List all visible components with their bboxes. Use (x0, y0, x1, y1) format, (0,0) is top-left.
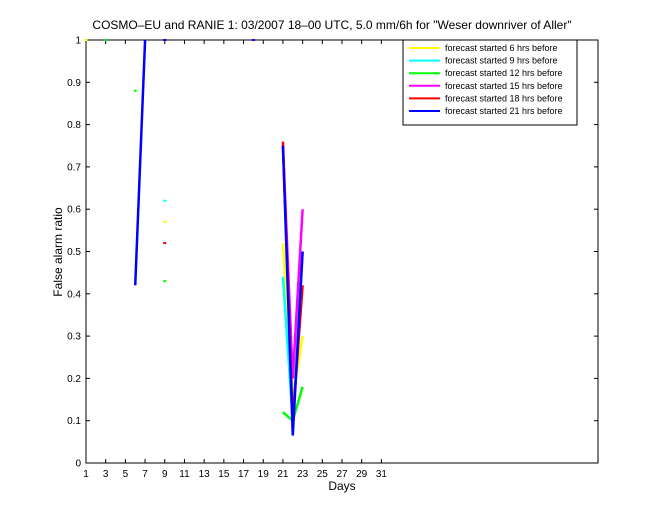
y-tick-label: 0.5 (67, 247, 81, 258)
y-tick-label: 0.8 (67, 120, 81, 131)
x-tick-label: 11 (179, 469, 190, 480)
y-tick-label: 0.6 (67, 205, 81, 216)
x-tick-label: 13 (199, 469, 211, 480)
x-tick-label: 9 (162, 469, 168, 480)
x-tick-label: 1 (83, 469, 89, 480)
x-tick-labels: 1 3 5 7 9 11 13 15 17 19 21 23 25 27 29 31 (83, 469, 387, 480)
x-tick-label: 15 (218, 469, 230, 480)
x-tick-label: 31 (376, 469, 388, 480)
x-tick-label: 25 (317, 469, 329, 480)
x-tick-label: 23 (297, 469, 309, 480)
legend-label: forecast started 9 hrs before (445, 56, 558, 66)
y-tick-label: 0.7 (67, 162, 81, 173)
series-line-segment (281, 145, 295, 436)
x-axis-label: Days (328, 479, 355, 493)
x-tick-label: 21 (277, 469, 289, 480)
y-tick-label: 0.3 (67, 332, 81, 343)
series-layer (84, 39, 304, 436)
y-tick-labels: 0 0.1 0.2 0.3 0.4 0.5 0.6 0.7 0.8 0.9 1 (67, 36, 81, 470)
legend-label: forecast started 6 hrs before (445, 43, 558, 53)
series-line-segment (291, 209, 304, 379)
legend-label: forecast started 15 hrs before (445, 81, 563, 91)
y-tick-label: 0.4 (67, 289, 81, 300)
y-tick-label: 0 (75, 459, 81, 470)
x-tick-label: 7 (142, 469, 148, 480)
y-tick-label: 0.2 (67, 374, 81, 385)
series-6 (133, 39, 304, 436)
legend-label: forecast started 21 hrs before (445, 106, 563, 116)
x-tick-label: 29 (356, 469, 368, 480)
x-tick-label: 17 (238, 469, 250, 480)
x-tick-label: 27 (336, 469, 348, 480)
x-tick-label: 19 (258, 469, 270, 480)
x-tick-label: 5 (123, 469, 129, 480)
chart-title: COSMO–EU and RANIE 1: 03/2007 18–00 UTC,… (92, 18, 571, 32)
y-tick-label: 1 (75, 36, 81, 47)
legend: forecast started 6 hrs before forecast st… (402, 39, 578, 126)
y-tick-label: 0.9 (67, 78, 81, 89)
x-tick-label: 3 (103, 469, 109, 480)
tick-marks (85, 39, 598, 464)
series-line-segment (133, 39, 147, 286)
legend-label: forecast started 18 hrs before (445, 93, 563, 103)
legend-label: forecast started 12 hrs before (445, 68, 563, 78)
y-axis-label: False alarm ratio (51, 207, 65, 297)
series-line-segment (291, 251, 304, 436)
y-tick-label: 0.1 (67, 416, 81, 427)
